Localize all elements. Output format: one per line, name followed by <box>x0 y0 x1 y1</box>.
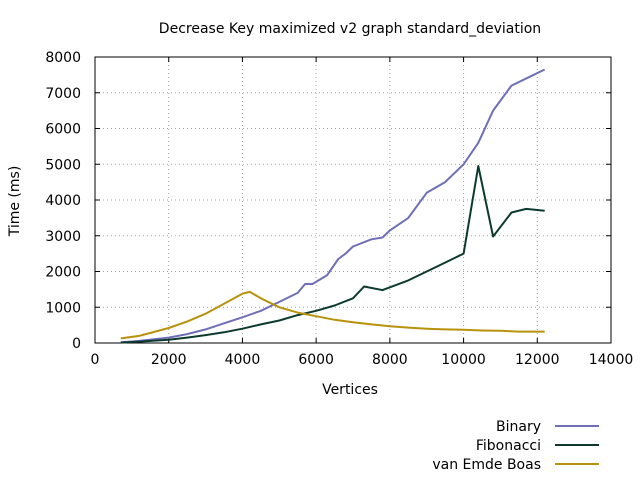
legend: Binary Fibonacci van Emde Boas <box>432 419 599 473</box>
x-axis-label: Vertices <box>322 382 378 398</box>
y-tick-label: 8000 <box>45 50 81 66</box>
series-line-1 <box>120 165 545 344</box>
y-tick-label: 3000 <box>45 229 81 245</box>
legend-label-1: Fibonacci <box>476 438 541 454</box>
grid <box>95 57 611 343</box>
legend-label-2: van Emde Boas <box>432 457 541 473</box>
series-line-0 <box>120 68 546 344</box>
x-tick-label: 8000 <box>372 352 408 368</box>
y-tick-label: 0 <box>72 336 81 352</box>
y-tick-label: 7000 <box>45 86 81 102</box>
x-tick-label: 6000 <box>298 352 334 368</box>
series-lines <box>120 68 546 344</box>
legend-label-0: Binary <box>496 419 541 435</box>
x-tick-label: 0 <box>91 352 100 368</box>
x-tick-label: 10000 <box>441 352 486 368</box>
x-tick-label: 2000 <box>151 352 187 368</box>
x-tick-label: 12000 <box>515 352 560 368</box>
x-tick-label: 14000 <box>589 352 634 368</box>
plot-frame <box>94 56 612 344</box>
axis-ticks: 0 2000 4000 6000 8000 10000 12000 14000 0 1000 200… <box>45 50 633 368</box>
x-tick-label: 4000 <box>225 352 261 368</box>
y-axis-label: Time (ms) <box>7 166 23 238</box>
y-tick-label: 6000 <box>45 122 81 138</box>
chart-title: Decrease Key maximized v2 graph standard… <box>159 21 541 37</box>
y-tick-label: 2000 <box>45 265 81 281</box>
y-tick-label: 5000 <box>45 157 81 173</box>
series-line-2 <box>120 290 545 340</box>
y-tick-label: 1000 <box>45 300 81 316</box>
y-tick-label: 4000 <box>45 193 81 209</box>
